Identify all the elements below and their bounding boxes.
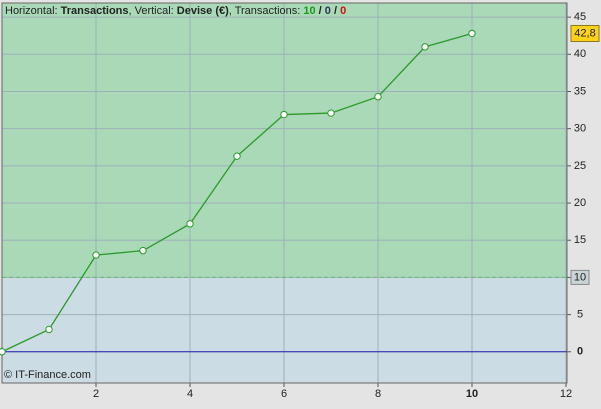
- y-tick-label: 35: [574, 85, 586, 97]
- title-part: Devise (€): [177, 5, 229, 17]
- threshold-label: 10: [574, 271, 586, 283]
- point: [468, 29, 476, 38]
- point: [139, 246, 147, 255]
- y-tick-label: 40: [574, 48, 586, 60]
- threshold-box: [570, 269, 590, 285]
- x-tick-label: 10: [466, 388, 478, 400]
- y-tick-label: 30: [574, 123, 586, 135]
- x-tick-label: 6: [281, 388, 287, 400]
- point: [233, 152, 241, 160]
- x-tick-label: 12: [560, 388, 572, 400]
- copyright: © IT-Finance.com: [4, 369, 91, 381]
- point: [374, 92, 382, 101]
- title-part: /: [331, 5, 340, 17]
- chart-title: Horizontal: Transactions, Vertical: Devi…: [5, 5, 346, 17]
- point: [186, 220, 194, 228]
- title-part: 10: [303, 5, 315, 17]
- point: [92, 251, 100, 259]
- y-tick-label: 5: [577, 308, 583, 320]
- value-label: 42,8: [574, 27, 595, 39]
- point: [0, 348, 6, 356]
- y-tick-label: 45: [574, 11, 586, 23]
- x-tick-label: 2: [93, 388, 99, 400]
- title-part: /: [316, 5, 325, 17]
- x-tick-label: 4: [187, 388, 193, 400]
- point: [45, 325, 53, 334]
- y-tick-label: 20: [574, 197, 586, 209]
- y-tick-label: 0: [577, 346, 583, 358]
- point: [280, 110, 288, 119]
- point: [421, 43, 429, 51]
- title-part: Horizontal:: [5, 5, 61, 17]
- title-part: 0: [340, 5, 346, 17]
- title-part: , Transactions:: [229, 5, 304, 17]
- plot-border: [1, 2, 568, 384]
- y-tick-label: 15: [574, 234, 586, 246]
- value-box: [570, 24, 600, 42]
- y-tick-label: 25: [574, 160, 586, 172]
- point: [327, 109, 335, 117]
- title-part: , Vertical:: [129, 5, 177, 17]
- title-part: 0: [325, 5, 331, 17]
- x-tick-label: 8: [375, 388, 381, 400]
- title-part: Transactions: [61, 5, 129, 17]
